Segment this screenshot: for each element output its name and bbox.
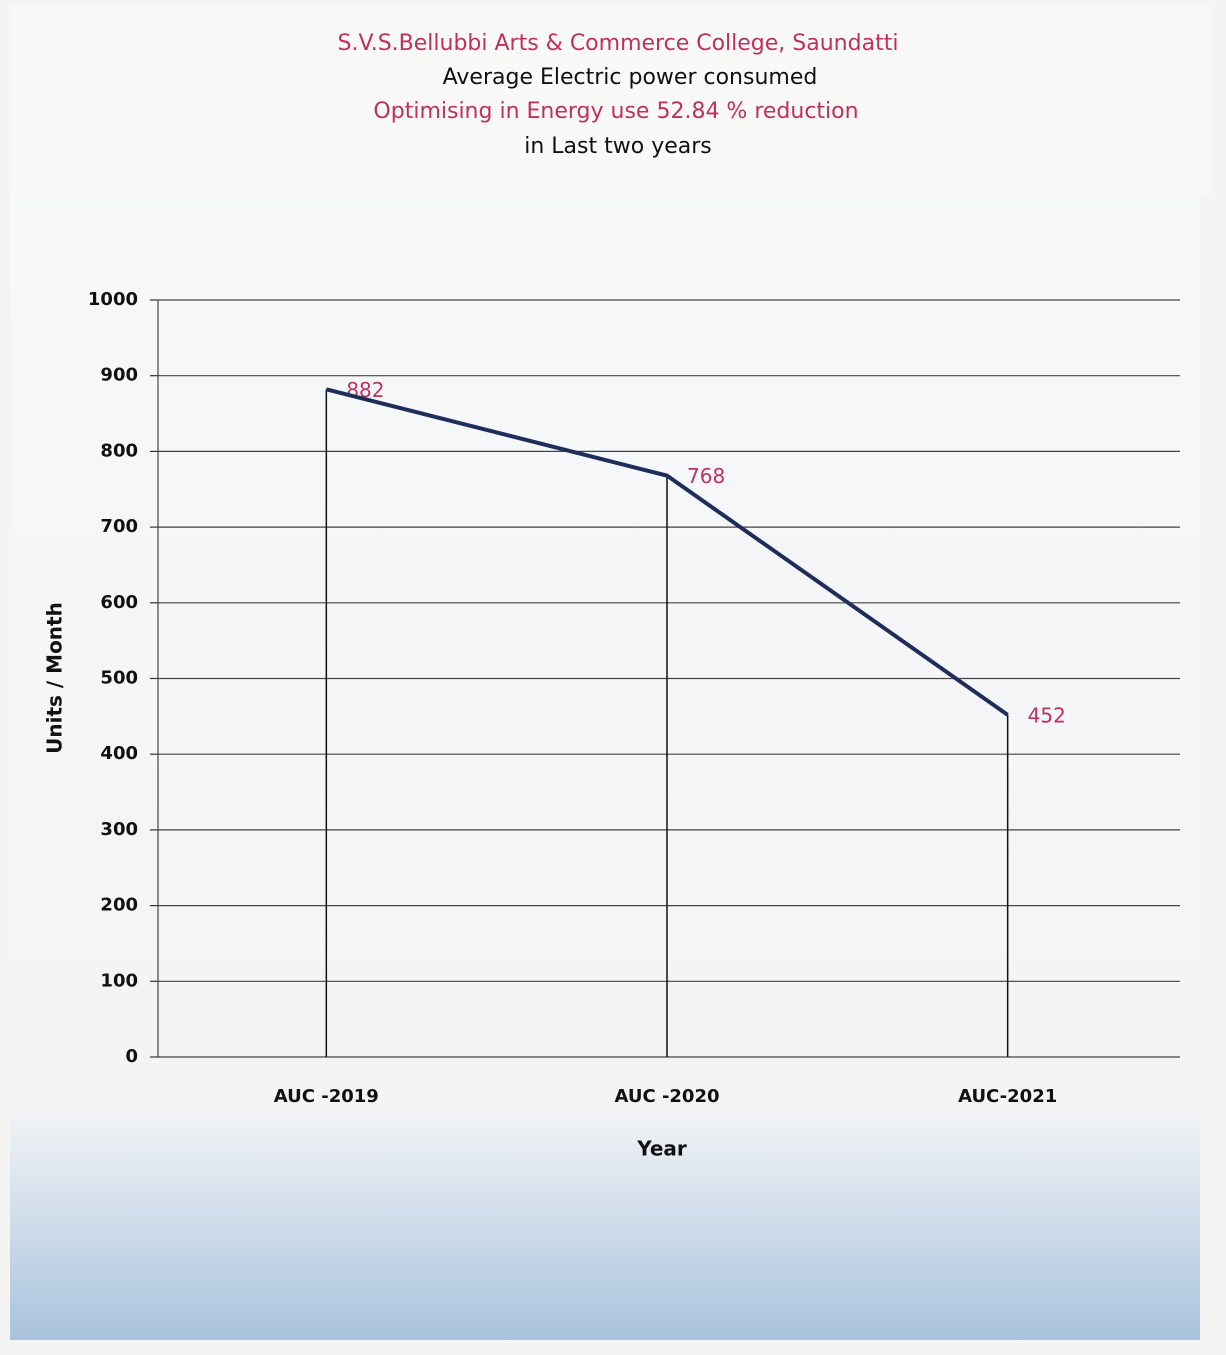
y-tick-label: 600	[100, 592, 138, 613]
x-tick-label: AUC -2019	[274, 1086, 379, 1107]
chart-title: S.V.S.Bellubbi Arts & Commerce College, …	[338, 31, 899, 56]
chart-panel	[10, 195, 1200, 1340]
y-tick-label: 900	[100, 365, 138, 386]
chart-subtitle: in Last two years	[524, 134, 711, 159]
y-tick-label: 300	[100, 819, 138, 840]
line	[325, 387, 1009, 717]
y-tick-label: 1000	[88, 289, 138, 310]
chart-subtitle: Average Electric power consumed	[443, 65, 818, 90]
x-axis-label: Year	[636, 1137, 687, 1161]
y-tick-label: 400	[100, 743, 138, 764]
data-label: 768	[687, 464, 725, 488]
y-tick-label: 800	[100, 440, 138, 461]
chart-subtitle: Optimising in Energy use 52.84 % reducti…	[373, 99, 858, 124]
header-panel	[10, 5, 1210, 195]
y-tick-label: 0	[125, 1046, 138, 1067]
y-tick-label: 200	[100, 895, 138, 916]
x-tick-label: AUC -2020	[614, 1086, 719, 1107]
data-label: 452	[1028, 703, 1066, 727]
y-tick-label: 500	[100, 668, 138, 689]
x-tick-label: AUC-2021	[958, 1086, 1057, 1107]
y-tick-label: 100	[100, 970, 138, 991]
y-axis-label: Units / Month	[43, 602, 67, 754]
y-tick-label: 700	[100, 516, 138, 537]
